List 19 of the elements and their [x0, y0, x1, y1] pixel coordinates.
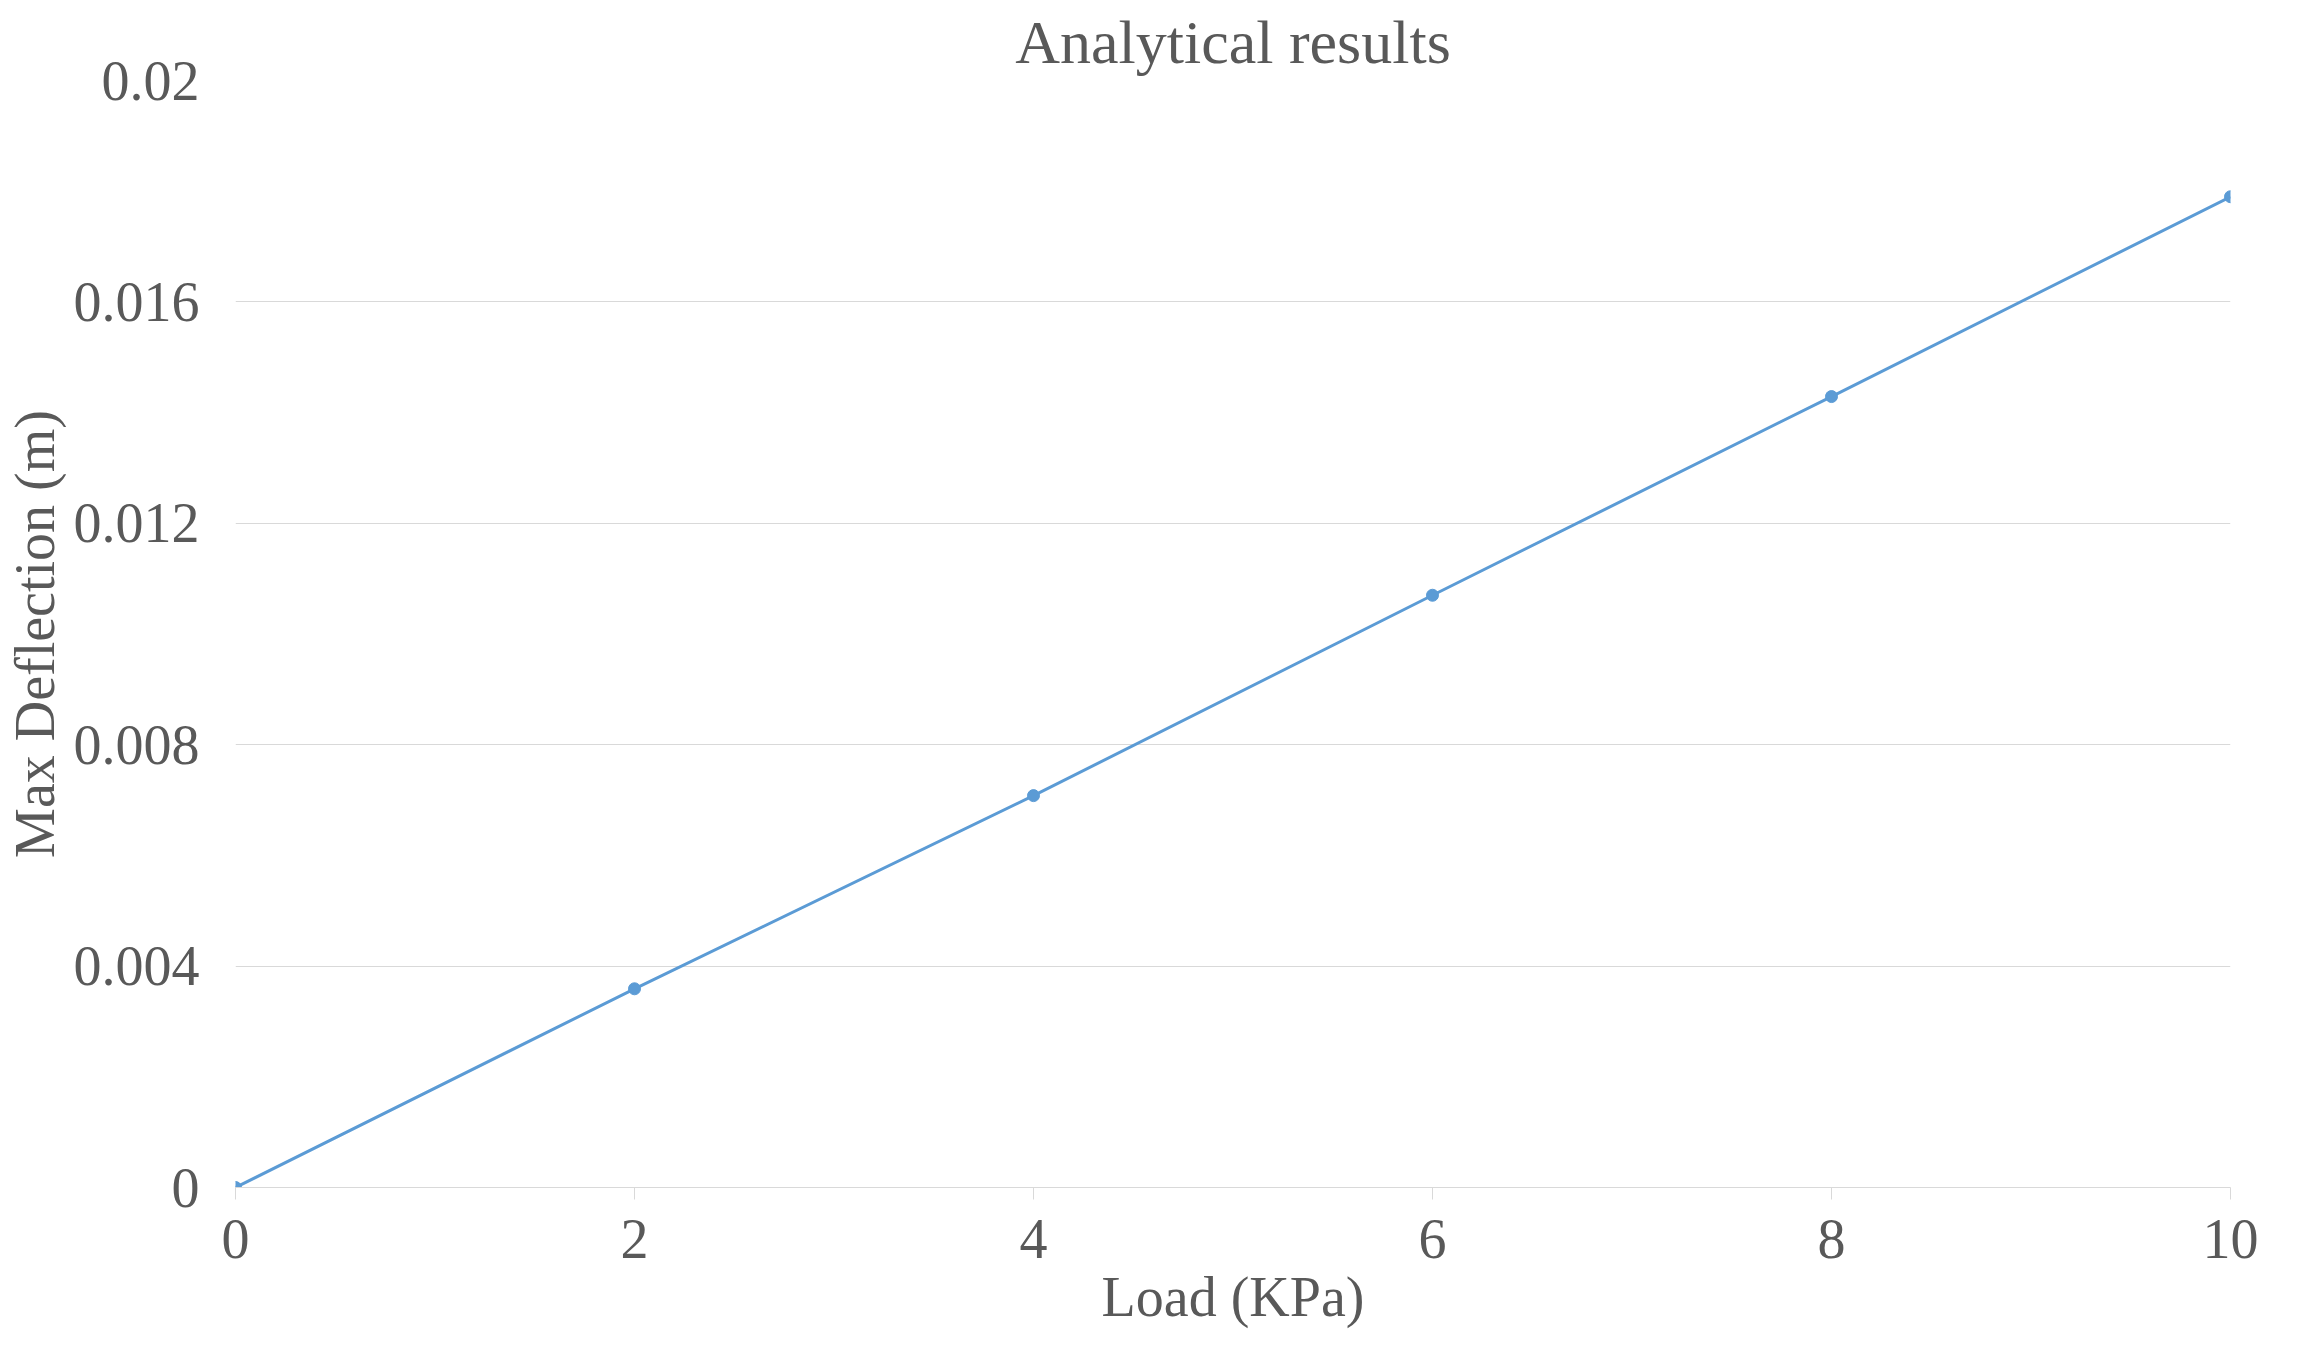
x-tick-label: 4 — [1019, 1207, 1048, 1270]
y-tick-label: 0.012 — [73, 492, 200, 555]
y-axis-title: Max Deflection (m) — [3, 410, 67, 858]
point — [1426, 588, 1439, 602]
y-tick-label: 0.02 — [101, 49, 200, 112]
point — [1027, 789, 1040, 803]
point — [1825, 390, 1838, 404]
x-tick-label: 8 — [1817, 1207, 1846, 1270]
x-tick-label: 6 — [1418, 1207, 1447, 1270]
y-tick-label: 0.004 — [73, 935, 200, 998]
y-tick-label: 0.008 — [73, 713, 200, 776]
x-tick-label: 0 — [221, 1207, 250, 1270]
x-tick-label: 10 — [2202, 1207, 2259, 1270]
point — [628, 982, 641, 996]
chart-title: Analytical results — [1015, 7, 1451, 76]
x-tick-label: 2 — [620, 1207, 649, 1270]
y-tick-label: 0.016 — [73, 270, 200, 333]
x-axis-title: Load (KPa) — [1101, 1265, 1365, 1329]
y-tick-label: 0 — [171, 1156, 200, 1219]
